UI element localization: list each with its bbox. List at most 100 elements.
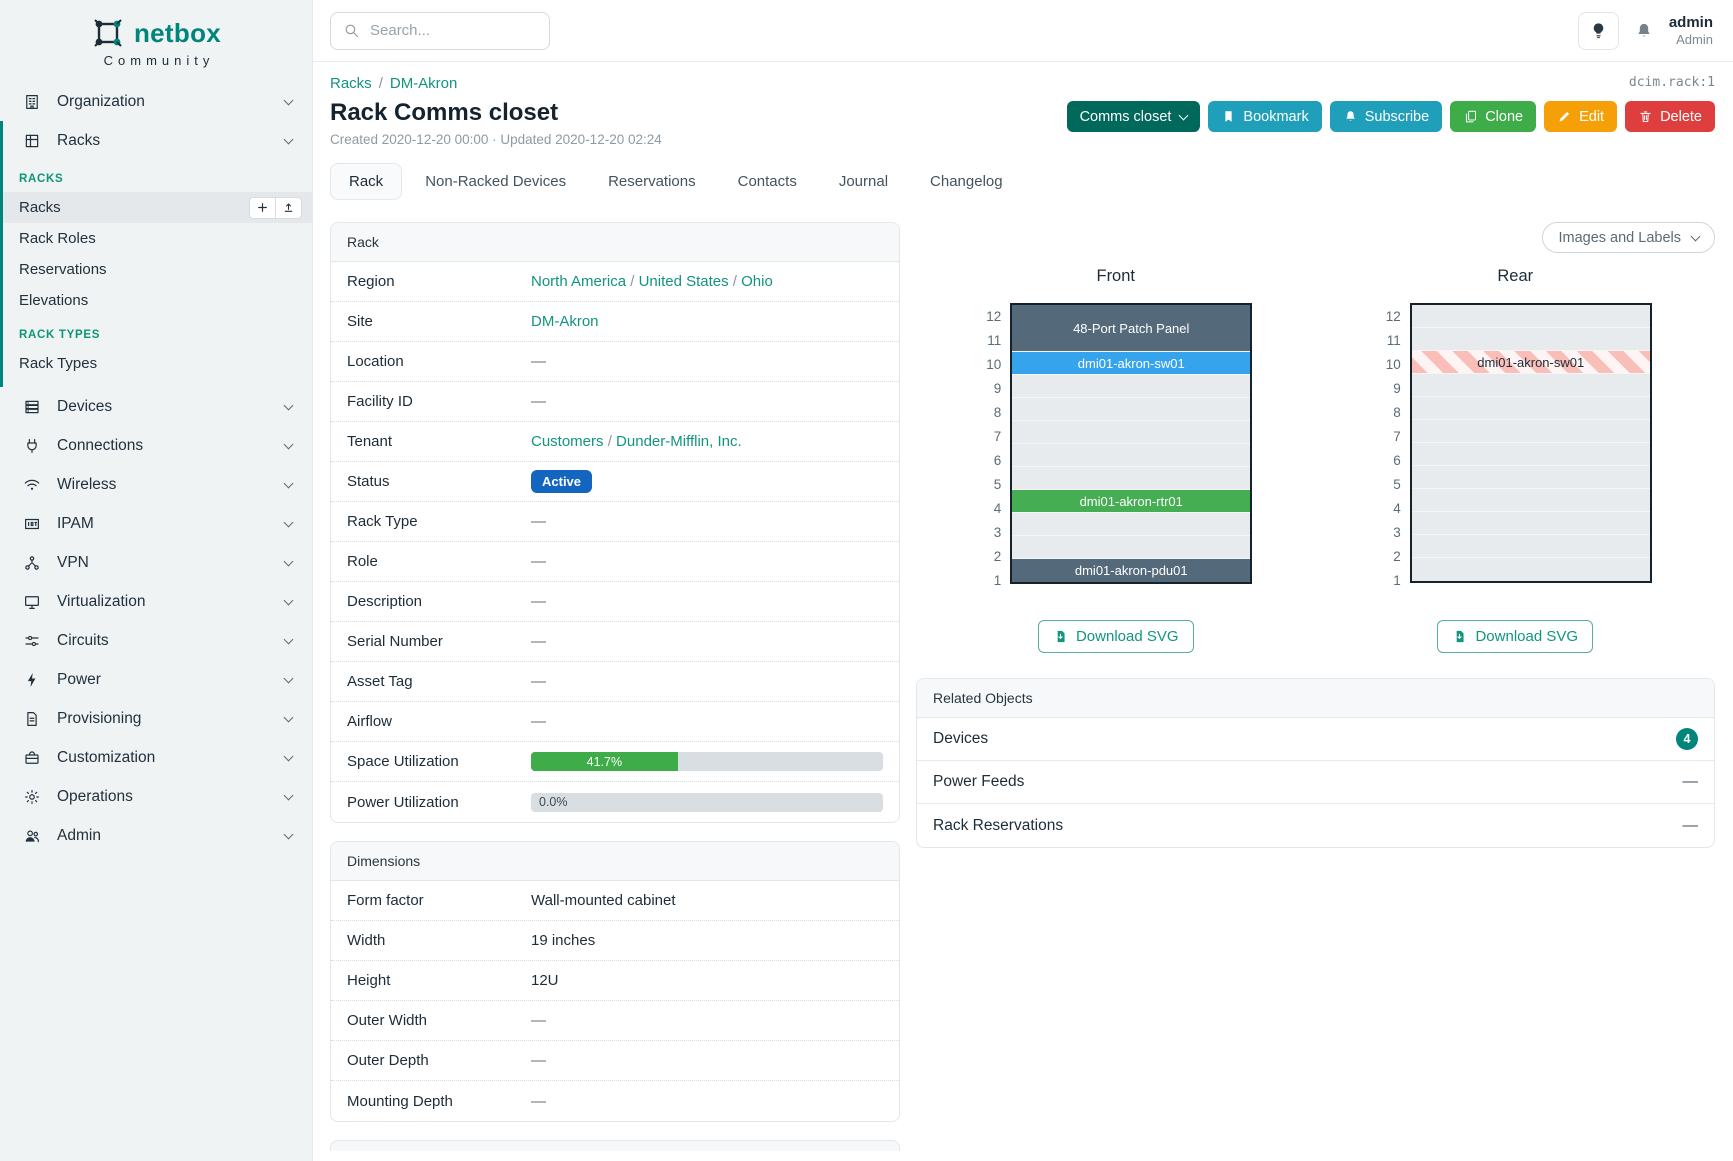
search-input[interactable] <box>370 22 537 39</box>
chevron-down-icon <box>283 478 294 488</box>
sidebar-group-operations: Operations <box>0 777 312 816</box>
bookmark-button[interactable]: Bookmark <box>1208 101 1322 132</box>
rack-device-slot[interactable]: 48-Port Patch Panel <box>1012 305 1251 352</box>
sidebar-group-admin: Admin <box>0 816 312 855</box>
sidebar-item-wireless[interactable]: Wireless <box>0 465 312 504</box>
sidebar-item-vpn[interactable]: VPN <box>0 543 312 582</box>
value-link[interactable]: DM-Akron <box>531 313 599 330</box>
sidebar-item-devices[interactable]: Devices <box>0 387 312 426</box>
empty-value: — <box>531 1092 546 1110</box>
breadcrumb-link[interactable]: Racks <box>330 75 372 92</box>
sidebar-item-operations[interactable]: Operations <box>0 777 312 816</box>
related-object-label[interactable]: Devices <box>933 730 989 747</box>
breadcrumb: Racks / DM-Akron <box>330 75 662 92</box>
sidebar-item-virtualization[interactable]: Virtualization <box>0 582 312 621</box>
sidebar-item-admin[interactable]: Admin <box>0 816 312 855</box>
sidebar-link-racks[interactable]: Racks <box>3 192 312 223</box>
sidebar-item-racks[interactable]: Racks <box>3 121 312 160</box>
download-svg-rear-button[interactable]: Download SVG <box>1437 620 1594 653</box>
sidebar-item-provisioning[interactable]: Provisioning <box>0 699 312 738</box>
value-link[interactable]: North America <box>531 273 627 290</box>
tab-reservations[interactable]: Reservations <box>608 173 696 190</box>
attribute-label: Role <box>347 553 378 570</box>
value-link[interactable]: United States <box>638 273 729 290</box>
tab-contacts[interactable]: Contacts <box>737 173 797 190</box>
sidebar-item-ipam[interactable]: IPAM <box>0 504 312 543</box>
sidebar-item-customization[interactable]: Customization <box>0 738 312 777</box>
related-object-row: Devices 4 <box>917 718 1714 761</box>
rack-panel-title: Rack <box>331 223 899 262</box>
user-menu[interactable]: admin Admin <box>1669 14 1713 48</box>
rack-device-slot[interactable]: dmi01-akron-sw01 <box>1411 351 1650 374</box>
chevron-down-icon <box>283 95 294 105</box>
unit-number: 1 <box>993 573 1002 588</box>
sidebar-section-heading: RACK TYPES <box>19 329 101 341</box>
rack-empty-slot <box>1411 305 1650 328</box>
comms-closet-dropdown[interactable]: Comms closet <box>1066 101 1201 132</box>
sidebar-link-elevations[interactable]: Elevations <box>3 285 312 316</box>
tab-journal[interactable]: Journal <box>838 173 889 190</box>
sidebar-item-organization[interactable]: Organization <box>0 82 312 121</box>
sidebar-item-power[interactable]: Power <box>0 660 312 699</box>
attribute-value: — <box>531 353 883 370</box>
rack-device-slot[interactable]: dmi01-akron-sw01 <box>1012 352 1251 375</box>
tab-rack[interactable]: Rack <box>330 163 403 200</box>
empty-value: — <box>531 673 546 690</box>
value-link[interactable]: Customers <box>531 433 604 450</box>
tab-changelog[interactable]: Changelog <box>930 173 1003 190</box>
chevron-down-icon <box>283 829 294 839</box>
user-role: Admin <box>1676 31 1713 47</box>
import-rack-button[interactable] <box>275 196 302 219</box>
sidebar-item-circuits[interactable]: Circuits <box>0 621 312 660</box>
rack-empty-slot <box>1411 558 1650 581</box>
sidebar-item-label: Devices <box>57 397 113 415</box>
rack-device-slot[interactable]: dmi01-akron-rtr01 <box>1012 490 1251 513</box>
related-object-label[interactable]: Rack Reservations <box>933 816 1064 834</box>
sidebar-item-label: IPAM <box>57 514 94 532</box>
rack-device-slot[interactable]: dmi01-akron-pdu01 <box>1012 559 1251 582</box>
theme-toggle-button[interactable] <box>1577 11 1619 50</box>
tab-non-racked-devices[interactable]: Non-Racked Devices <box>425 173 567 190</box>
connections-icon <box>22 437 42 455</box>
attribute-label: Facility ID <box>347 393 413 410</box>
notifications-button[interactable] <box>1634 21 1654 41</box>
sidebar-link-rack-roles[interactable]: Rack Roles <box>3 223 312 254</box>
related-object-row: Power Feeds — <box>917 761 1714 804</box>
download-svg-front-button[interactable]: Download SVG <box>1037 620 1194 653</box>
subscribe-button[interactable]: Subscribe <box>1329 101 1443 132</box>
clone-button[interactable]: Clone <box>1450 101 1537 132</box>
sidebar-item-label: Circuits <box>57 631 109 649</box>
logo[interactable]: netbox Community <box>0 16 312 68</box>
delete-button[interactable]: Delete <box>1625 101 1715 132</box>
chevron-down-icon <box>283 400 294 410</box>
elevation-view-selector[interactable]: Images and Labels <box>1542 222 1715 253</box>
chevron-down-icon <box>283 790 294 800</box>
admin-icon <box>22 827 42 845</box>
attribute-label: Height <box>347 972 391 989</box>
rack-empty-slot <box>1012 467 1251 490</box>
sidebar-item-connections[interactable]: Connections <box>0 426 312 465</box>
operations-icon <box>22 788 42 806</box>
attribute-row: Width 19 inches <box>331 921 899 961</box>
attribute-row: Outer Width — <box>331 1001 899 1041</box>
value-link[interactable]: Dunder-Mifflin, Inc. <box>616 433 742 450</box>
add-rack-button[interactable] <box>249 196 276 219</box>
attribute-value: 0.0% <box>531 792 883 812</box>
sidebar-link-reservations[interactable]: Reservations <box>3 254 312 285</box>
rack-empty-slot <box>1012 375 1251 398</box>
attribute-value: — <box>531 713 883 730</box>
edit-button[interactable]: Edit <box>1544 101 1618 132</box>
related-objects-panel: Related Objects Devices 4 Power Feeds — Rack… <box>916 678 1715 848</box>
breadcrumb-link[interactable]: DM-Akron <box>389 75 458 92</box>
attribute-label: Status <box>347 473 390 490</box>
sidebar-group-connections: Connections <box>0 426 312 465</box>
sidebar-item-label: Admin <box>57 826 101 844</box>
value-link[interactable]: Ohio <box>741 273 773 290</box>
rack-empty-slot <box>1411 535 1650 558</box>
sidebar-item-label: VPN <box>57 553 89 571</box>
rack-empty-slot <box>1411 489 1650 512</box>
sidebar-link-rack-types[interactable]: Rack Types <box>3 348 312 379</box>
bell-icon <box>1343 109 1358 124</box>
sidebar-group-circuits: Circuits <box>0 621 312 660</box>
related-object-label[interactable]: Power Feeds <box>933 773 1025 790</box>
